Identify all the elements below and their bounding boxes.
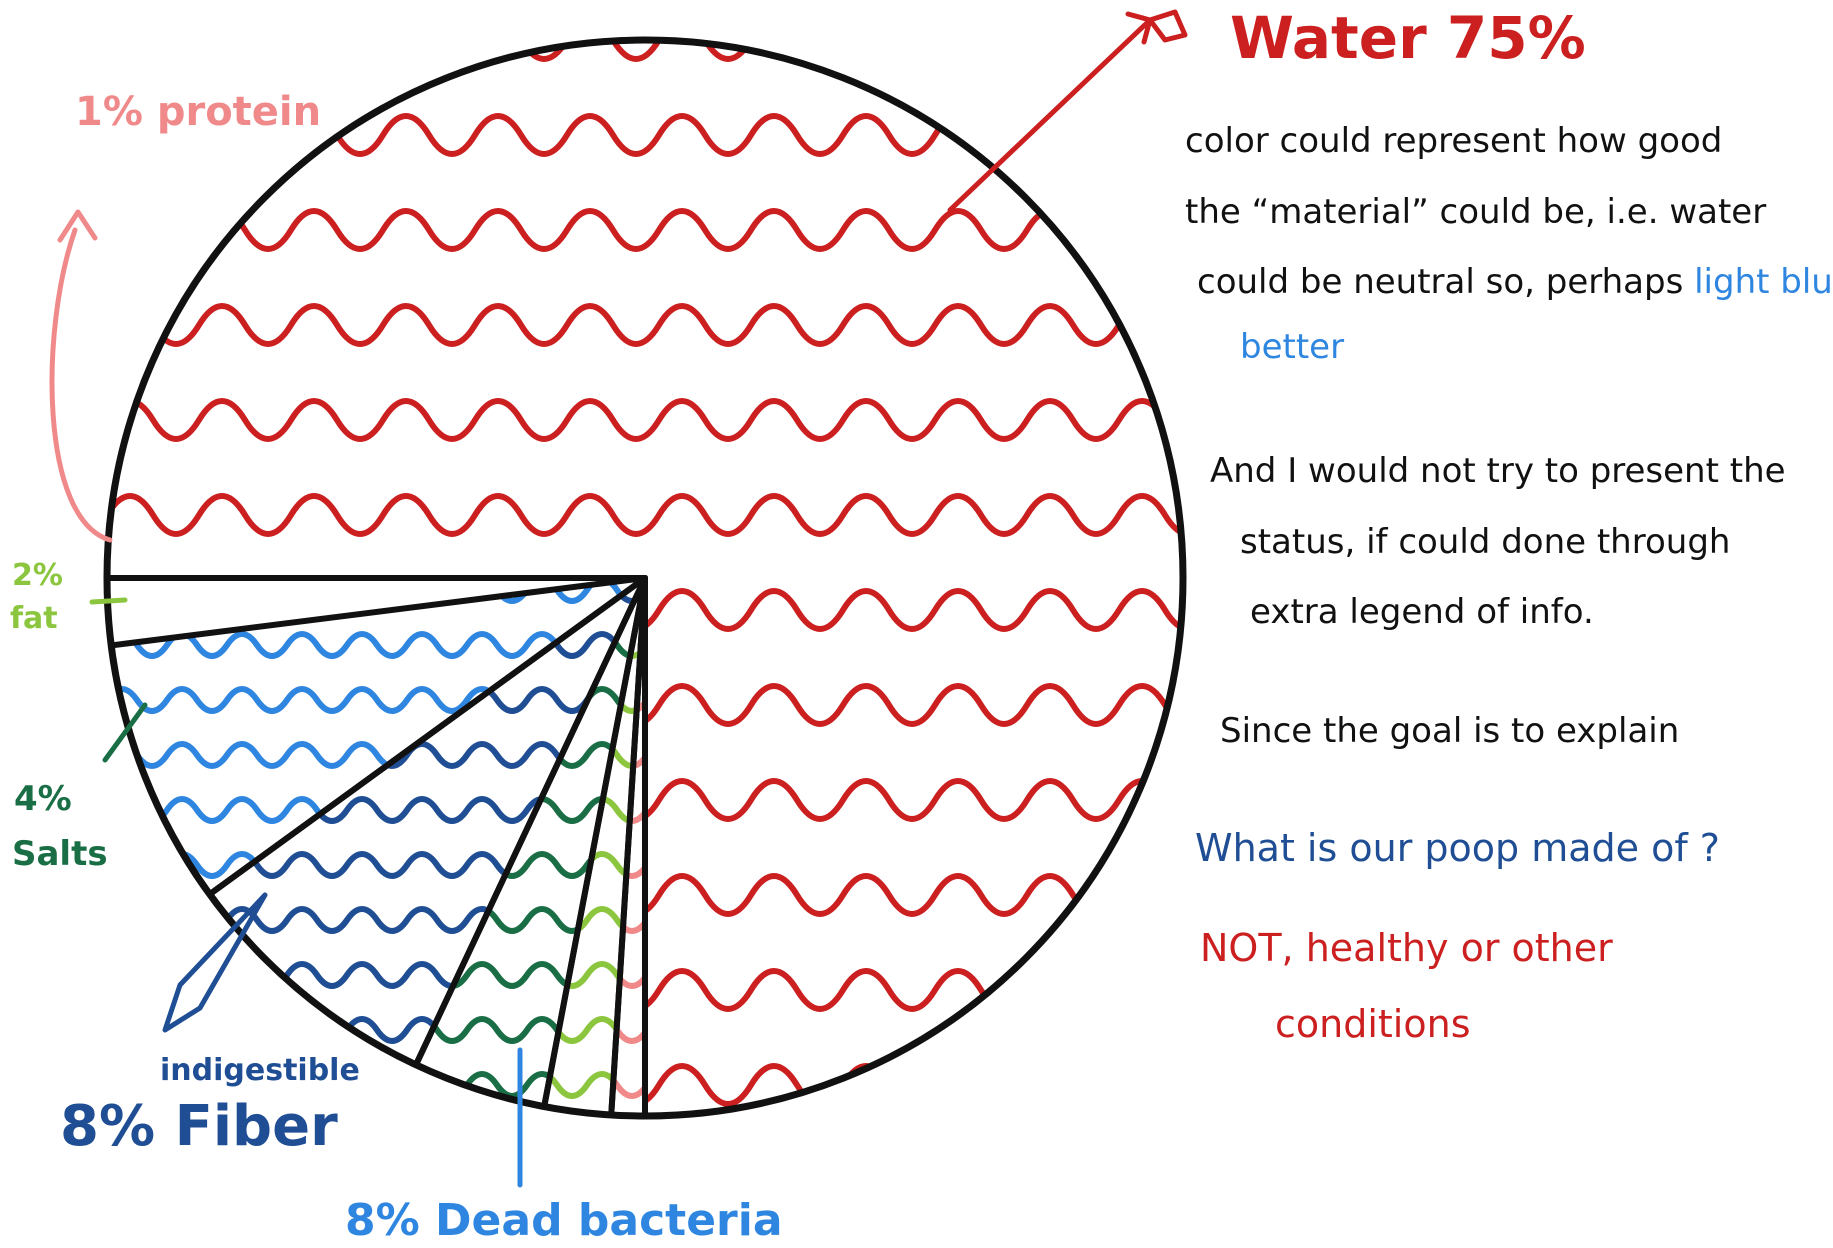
slice-scribble-water — [107, 968, 1183, 1012]
slice-scribble-dead-bacteria — [111, 631, 645, 659]
slice-scribble-indigestible-fiber — [107, 359, 1187, 381]
slice-scribble-protein — [107, 469, 1187, 491]
note-question: What is our poop made of ? — [1195, 826, 1720, 870]
slice-scribble-protein — [107, 359, 1187, 381]
fat-leader — [89, 597, 128, 605]
slice-scribble-water — [107, 493, 1183, 537]
slice-scribble-water — [107, 208, 1183, 252]
fiber-main-label: 8% Fiber — [60, 1094, 338, 1159]
slice-scribble-dead-bacteria — [111, 796, 645, 824]
slice-scribble-dead-bacteria — [107, 359, 1187, 381]
slice-scribble-protein — [107, 249, 1187, 271]
fiber-leader-arrow — [162, 892, 268, 1033]
fat-name-label: fat — [10, 601, 58, 636]
fat-pct-label: 2% — [12, 558, 63, 593]
note-line: And I would not try to present the — [1210, 451, 1786, 491]
slice-scribble-indigestible-fiber — [209, 851, 646, 879]
note-block-status: And I would not try to present the statu… — [1210, 450, 1786, 634]
slice-scribble-salts — [107, 359, 1187, 381]
slice-scribble-dead-bacteria — [107, 249, 1187, 271]
pie-outline — [103, 36, 1187, 1120]
note-line: extra legend of info. — [1250, 592, 1594, 632]
slice-scribble-fat — [107, 249, 1187, 271]
water-leader-arrow — [947, 11, 1153, 213]
slice-scribble-water — [107, 683, 1183, 727]
slice-scribble-water — [107, 778, 1183, 822]
note-line: the “material” could be, i.e. water — [1185, 191, 1767, 232]
slice-scribble-fat — [107, 359, 1187, 381]
slice-scribble-water — [107, 873, 1183, 917]
note-goal: Since the goal is to explain — [1220, 711, 1680, 751]
slice-scribble-salts — [107, 249, 1187, 271]
note-line: could be neutral so, perhaps light blue … — [1197, 261, 1833, 304]
slice-scribble-indigestible-fiber — [209, 906, 646, 934]
note-block-color: color could represent how good the “mate… — [1185, 120, 1833, 368]
salts-name-label: Salts — [12, 834, 108, 874]
slice-scribble-dead-bacteria — [111, 741, 645, 769]
slice-scribble-water — [107, 398, 1183, 442]
note-red-line: NOT, healthy or other — [1200, 926, 1613, 970]
note-red-line: conditions — [1275, 1001, 1471, 1046]
slice-scribble-indigestible-fiber — [107, 249, 1187, 271]
water-label: Water 75% — [1230, 4, 1586, 72]
salts-pct-label: 4% — [14, 779, 72, 819]
note-red-block: NOT, healthy or other conditions — [1200, 925, 1613, 1048]
water-arrowhead — [1147, 9, 1188, 43]
note-line-text: could be neutral so, perhaps — [1197, 262, 1695, 302]
note-line: color could represent how good — [1185, 121, 1723, 161]
slice-scribble-fat — [107, 469, 1187, 491]
slice-scribble-water — [107, 303, 1183, 347]
slice-scribble-dead-bacteria — [107, 469, 1187, 491]
note-highlight-light-blue: light blue is — [1694, 262, 1833, 302]
note-line: status, if could done through — [1240, 521, 1731, 562]
slice-scribble-salts — [107, 469, 1187, 491]
bacteria-label: 8% Dead bacteria — [345, 1195, 783, 1246]
note-highlight-light-blue: better — [1240, 326, 1345, 367]
protein-leader-arrow — [49, 209, 113, 543]
slice-scribble-dead-bacteria — [111, 686, 645, 714]
salts-leader — [102, 702, 148, 763]
slice-scribble-indigestible-fiber — [107, 469, 1187, 491]
slice-dead-bacteria — [108, 575, 648, 898]
protein-label: 1% protein — [75, 89, 321, 135]
fiber-small-label: indigestible — [160, 1053, 360, 1088]
